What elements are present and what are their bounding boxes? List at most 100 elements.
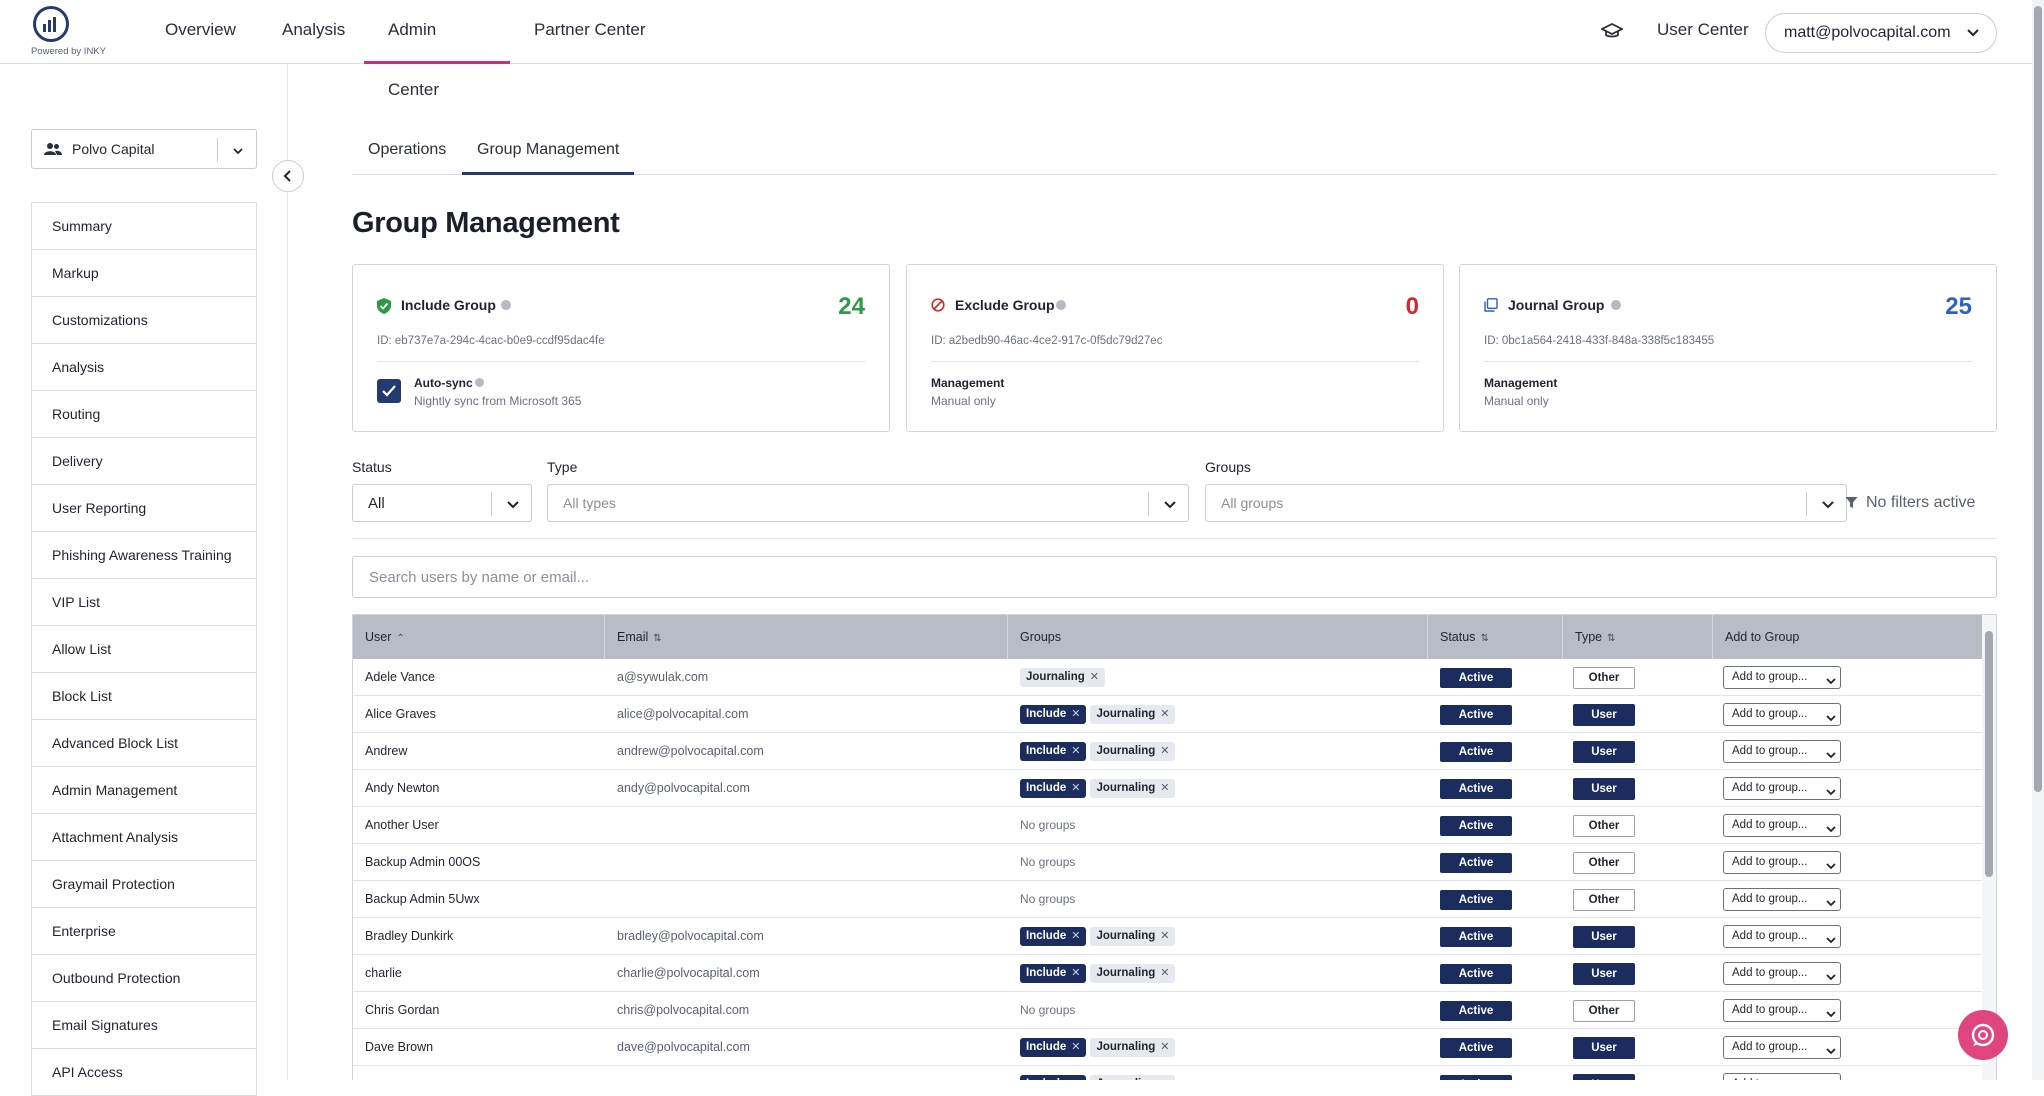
sort-icon: ⇅: [653, 633, 662, 644]
remove-icon[interactable]: ✕: [1071, 1041, 1081, 1054]
column-header-email[interactable]: Email ⇅: [605, 615, 1008, 659]
sidebar-item-markup[interactable]: Markup: [31, 250, 257, 297]
cell-user: Alice Graves: [365, 707, 436, 721]
sidebar-item-graymail-protection[interactable]: Graymail Protection: [31, 861, 257, 908]
tab-operations[interactable]: Operations: [368, 141, 447, 158]
group-chip-journaling: Journaling ✕: [1020, 668, 1105, 688]
remove-icon[interactable]: ✕: [1160, 782, 1170, 795]
tab-group-management[interactable]: Group Management: [462, 130, 635, 175]
sidebar-item-phishing-awareness-training[interactable]: Phishing Awareness Training: [31, 532, 257, 579]
type-badge: Other: [1573, 852, 1635, 874]
remove-icon[interactable]: ✕: [1071, 708, 1081, 721]
cell-user: Backup Admin 00OS: [365, 855, 481, 869]
add-to-group-select[interactable]: Add to group...: [1723, 740, 1841, 763]
sidebar-item-user-reporting[interactable]: User Reporting: [31, 485, 257, 532]
add-to-group-select[interactable]: Add to group...: [1723, 888, 1841, 911]
add-to-group-select[interactable]: Add to group...: [1723, 851, 1841, 874]
remove-icon[interactable]: ✕: [1160, 708, 1170, 721]
info-icon[interactable]: [475, 378, 484, 387]
add-to-group-select[interactable]: Add to group...: [1723, 962, 1841, 985]
chevron-down-icon: [1826, 1043, 1836, 1064]
nav-tab-admin-center[interactable]: Admin Center: [364, 0, 510, 99]
user-center-link[interactable]: User Center: [1657, 20, 1749, 39]
sidebar-item-allow-list[interactable]: Allow List: [31, 626, 257, 673]
chevron-left-icon: [283, 170, 291, 182]
training-cap-icon[interactable]: [1599, 20, 1625, 42]
remove-icon[interactable]: ✕: [1089, 671, 1099, 684]
table-row: Andy Newton andy@polvocapital.com Include ✕…: [353, 770, 1982, 807]
remove-icon[interactable]: ✕: [1160, 1041, 1170, 1054]
sidebar-item-api-access[interactable]: API Access: [31, 1049, 257, 1096]
groups-filter-select[interactable]: All groups: [1205, 484, 1847, 522]
remove-icon[interactable]: ✕: [1071, 782, 1081, 795]
sidebar-item-customizations[interactable]: Customizations: [31, 297, 257, 344]
cell-user: Backup Admin 5Uwx: [365, 892, 480, 906]
search-input[interactable]: [352, 556, 1997, 598]
column-header-user[interactable]: User ⌃: [353, 615, 605, 659]
table-body: Adele Vance a@sywulak.com Journaling ✕ Activ…: [353, 659, 1982, 1080]
sidebar-item-delivery[interactable]: Delivery: [31, 438, 257, 485]
collapse-sidebar-button[interactable]: [272, 160, 304, 192]
info-icon[interactable]: [1056, 300, 1066, 310]
journal-group-card: Journal Group 25 ID: 0bc1a564-2418-433f-…: [1459, 264, 1997, 432]
check-icon: [382, 385, 396, 397]
inky-logo[interactable]: Powered by INKY: [31, 6, 111, 60]
sidebar-item-vip-list[interactable]: VIP List: [31, 579, 257, 626]
nav-tab-partner-center[interactable]: Partner Center: [534, 20, 646, 39]
remove-icon[interactable]: ✕: [1160, 930, 1170, 943]
management-mode: Manual only: [931, 394, 996, 408]
column-header-status[interactable]: Status ⇅: [1428, 615, 1563, 659]
sidebar-item-advanced-block-list[interactable]: Advanced Block List: [31, 720, 257, 767]
remove-icon[interactable]: ✕: [1071, 967, 1081, 980]
account-email: matt@polvocapital.com: [1784, 24, 1951, 41]
auto-sync-checkbox[interactable]: [377, 379, 401, 403]
org-selector[interactable]: Polvo Capital: [31, 129, 257, 169]
cell-email: andrew@polvocapital.com: [617, 744, 764, 758]
group-chip-journaling: Journaling ✕: [1090, 779, 1176, 799]
account-dropdown[interactable]: matt@polvocapital.com: [1765, 13, 1997, 53]
scrollbar-thumb[interactable]: [1985, 631, 1993, 877]
sidebar-item-routing[interactable]: Routing: [31, 391, 257, 438]
add-to-group-placeholder: Add to group...: [1732, 671, 1808, 683]
sidebar-item-analysis[interactable]: Analysis: [31, 344, 257, 391]
sidebar-item-email-signatures[interactable]: Email Signatures: [31, 1002, 257, 1049]
sidebar-item-summary[interactable]: Summary: [31, 203, 257, 250]
chat-support-button[interactable]: [1958, 1010, 2008, 1060]
remove-icon[interactable]: ✕: [1160, 1078, 1169, 1080]
status-badge: Active: [1440, 1001, 1512, 1021]
sidebar-item-enterprise[interactable]: Enterprise: [31, 908, 257, 955]
remove-icon[interactable]: ✕: [1071, 745, 1081, 758]
table-scrollbar[interactable]: [1982, 615, 1996, 1080]
chip-label: Journaling: [1096, 708, 1156, 721]
sidebar-item-admin-management[interactable]: Admin Management: [31, 767, 257, 814]
nav-tab-analysis[interactable]: Analysis: [282, 20, 346, 39]
add-to-group-select[interactable]: Add to group...: [1723, 925, 1841, 948]
add-to-group-select[interactable]: Add to group...: [1723, 999, 1841, 1022]
add-to-group-select[interactable]: Add to group...: [1723, 666, 1841, 689]
remove-icon[interactable]: ✕: [1160, 745, 1170, 758]
sidebar-item-attachment-analysis[interactable]: Attachment Analysis: [31, 814, 257, 861]
remove-icon[interactable]: ✕: [1071, 1078, 1080, 1080]
sidebar-item-outbound-protection[interactable]: Outbound Protection: [31, 955, 257, 1002]
chip-label: Include: [1026, 782, 1067, 795]
remove-icon[interactable]: ✕: [1160, 967, 1170, 980]
add-to-group-select[interactable]: Add to group...: [1723, 814, 1841, 837]
add-to-group-select[interactable]: Add to group...: [1723, 1073, 1841, 1080]
add-to-group-select[interactable]: Add to group...: [1723, 777, 1841, 800]
type-filter-select[interactable]: All types: [547, 484, 1189, 522]
remove-icon[interactable]: ✕: [1071, 930, 1081, 943]
add-to-group-select[interactable]: Add to group...: [1723, 703, 1841, 726]
nav-tab-overview[interactable]: Overview: [165, 20, 236, 39]
cell-groups: Include ✕ Journaling ✕: [1020, 918, 1179, 955]
type-badge: User: [1573, 778, 1635, 800]
add-to-group-select[interactable]: Add to group...: [1723, 1036, 1841, 1059]
column-header-type[interactable]: Type ⇅: [1563, 615, 1713, 659]
info-icon[interactable]: [501, 300, 511, 310]
sidebar-item-block-list[interactable]: Block List: [31, 673, 257, 720]
info-icon[interactable]: [1611, 300, 1621, 310]
type-badge: Other: [1573, 1000, 1635, 1022]
cell-email: andy@polvocapital.com: [617, 781, 750, 795]
page-scrollbar[interactable]: [2032, 0, 2044, 1080]
scrollbar-thumb[interactable]: [2034, 6, 2042, 792]
status-filter-select[interactable]: All: [352, 484, 532, 522]
